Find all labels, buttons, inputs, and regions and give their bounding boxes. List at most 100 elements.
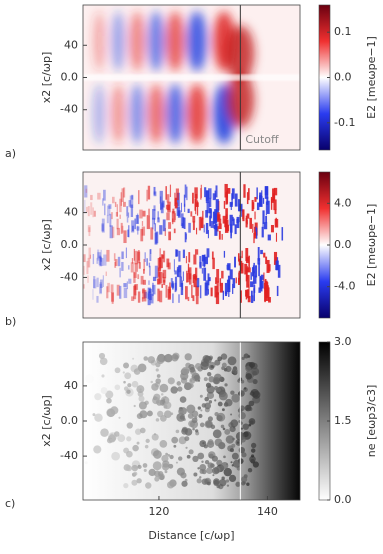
field-speck [206, 248, 210, 258]
field-speck [111, 212, 113, 220]
field-speck [149, 265, 151, 276]
density-speck [230, 419, 239, 428]
density-speck [210, 365, 214, 369]
field-speck [204, 256, 208, 265]
field-speck [172, 293, 174, 304]
field-speck [232, 218, 235, 226]
density-speck [238, 390, 245, 397]
field-speck [175, 188, 179, 201]
annotation: Cutoff [245, 133, 279, 146]
density-speck [133, 404, 136, 408]
field-speck [188, 222, 191, 233]
field-speck [134, 218, 137, 230]
field-speck [175, 202, 178, 208]
field-speck [92, 207, 94, 218]
field-speck [161, 254, 165, 259]
field-speck [194, 187, 198, 199]
density-speck [203, 377, 208, 382]
field-speck [205, 190, 209, 201]
density-speck [145, 438, 150, 444]
density-speck [84, 461, 88, 465]
field-speck [178, 250, 181, 262]
field-speck [173, 228, 176, 234]
density-speck [238, 411, 246, 420]
density-speck [131, 479, 138, 486]
field-speck [146, 215, 150, 230]
density-speck [155, 368, 159, 372]
field-speck [169, 282, 171, 294]
field-speck [157, 288, 160, 302]
field-speck [273, 251, 278, 265]
field-speck [103, 189, 106, 201]
density-speck [207, 481, 211, 486]
field-speck [134, 263, 138, 272]
field-speck [159, 271, 163, 284]
field-speck [263, 272, 265, 282]
field-speck [257, 258, 261, 265]
field-speck [276, 285, 279, 297]
field-speck [120, 222, 123, 234]
density-speck [139, 410, 148, 419]
field-speck [93, 210, 96, 217]
density-speck [192, 427, 195, 431]
field-speck [234, 256, 236, 268]
colorbar-tick-label: -4.0 [334, 280, 355, 293]
field-speck [99, 256, 102, 262]
field-speck [96, 277, 99, 288]
density-speck [239, 436, 246, 443]
field-speck [180, 202, 182, 213]
field-speck [238, 270, 241, 280]
field-speck [176, 206, 180, 216]
field-speck [234, 224, 237, 235]
field-speck [207, 289, 209, 295]
y-tick-label: 0.0 [61, 71, 79, 84]
field-speck [123, 230, 127, 244]
field-speck [241, 211, 243, 217]
field-speck [193, 254, 197, 265]
field-speck [258, 263, 260, 277]
field-speck [160, 203, 164, 210]
field-speck [226, 264, 230, 270]
density-speck [126, 389, 131, 394]
field-speck [87, 257, 91, 268]
density-speck [92, 413, 96, 417]
density-speck [167, 481, 175, 489]
density-speck [222, 427, 226, 431]
density-speck [188, 449, 194, 455]
field-speck [209, 208, 212, 214]
density-speck [223, 455, 226, 459]
density-speck [211, 455, 218, 462]
field-speck [86, 260, 89, 275]
field-speck [211, 251, 214, 260]
field-speck [141, 297, 144, 302]
field-speck [265, 256, 268, 265]
density-speck [181, 427, 188, 435]
density-speck [230, 413, 233, 416]
density-speck [225, 479, 230, 483]
density-speck [224, 383, 228, 387]
field-speck [99, 283, 102, 295]
field-blob [186, 11, 207, 72]
density-speck [221, 461, 229, 470]
field-speck [265, 201, 267, 216]
field-speck [174, 276, 178, 291]
field-speck [142, 279, 146, 285]
field-speck [260, 274, 264, 280]
density-speck [241, 356, 245, 360]
field-speck [117, 256, 121, 267]
density-speck [169, 454, 174, 460]
field-speck [100, 279, 103, 289]
field-speck [229, 269, 233, 280]
colorbar-tick-label: 0.0 [334, 238, 352, 251]
density-speck [100, 428, 109, 437]
field-speck [184, 184, 187, 198]
density-speck [155, 418, 160, 422]
density-speck [207, 462, 214, 469]
field-speck [253, 288, 255, 302]
y-tick-label: -40 [60, 449, 78, 462]
field-speck [131, 225, 134, 232]
density-speck [231, 393, 241, 403]
field-speck [150, 249, 152, 254]
field-speck [178, 265, 182, 278]
density-speck [184, 436, 190, 442]
